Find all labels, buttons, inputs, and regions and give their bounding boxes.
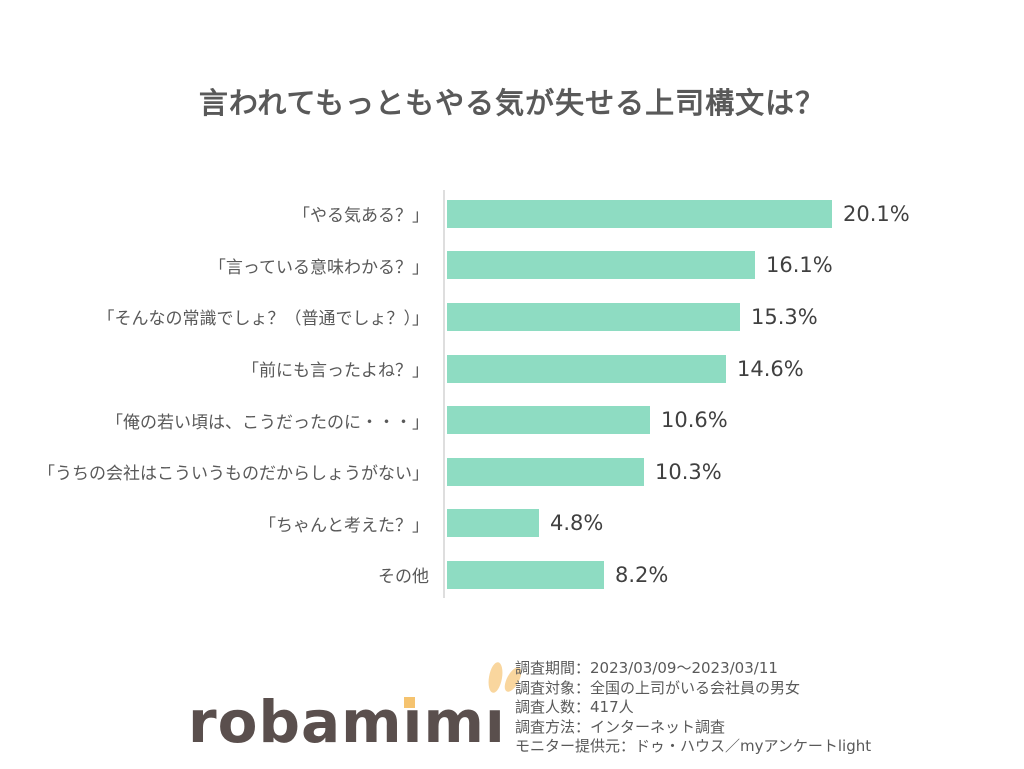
bar-row: 「俺の若い頃は、こうだったのに・・・」 10.6% [0, 394, 1024, 446]
survey-count: 調査人数：417人 [515, 698, 634, 717]
logo-orange-dot-icon [403, 697, 415, 708]
logo-letter-i-ears: ı [485, 661, 525, 758]
bar-value-label: 14.6% [737, 356, 804, 381]
bar-value-label: 4.8% [550, 511, 604, 536]
bar-category-label: 「前にも言ったよね？」 [242, 361, 429, 382]
bar-chart: 「やる気ある？」 20.1% 「言っている意味わかる？」 16.1% 「そんなの常識でし… [0, 188, 1024, 601]
bar-row: 「ちゃんと考えた？」 4.8% [0, 498, 1024, 550]
bar-row: 「そんなの常識でしょ？（普通でしょ？）」 15.3% [0, 291, 1024, 343]
survey-monitor: モニター提供元：ドゥ・ハウス／myアンケートlight [515, 737, 872, 756]
bar [447, 354, 726, 383]
bar [447, 509, 539, 538]
bar-row: 「うちの会社はこういうものだからしょうがない」 10.3% [0, 446, 1024, 498]
bar [447, 560, 604, 589]
bar-category-label: 「ちゃんと考えた？」 [259, 515, 429, 536]
bar-row: 「言っている意味わかる？」 16.1% [0, 240, 1024, 292]
logo-text: robam [188, 688, 403, 756]
bar [447, 199, 832, 228]
logo-text: m [423, 688, 485, 756]
bar-value-label: 10.3% [655, 459, 722, 484]
survey-period: 調査期間：2023/03/09～2023/03/11 [515, 659, 778, 677]
y-axis-line [443, 190, 445, 598]
logo-letter-i-accent: ı [402, 688, 424, 756]
bar-value-label: 20.1% [843, 201, 910, 226]
bar-value-label: 15.3% [751, 304, 818, 329]
bar [447, 251, 755, 280]
chart-title: 言われてもっともやる気が失せる上司構文は？ [198, 86, 826, 120]
survey-method: 調査方法：インターネット調査 [515, 717, 726, 736]
bar-row: その他 8.2% [0, 549, 1024, 601]
bar-row: 「やる気ある？」 20.1% [0, 188, 1024, 240]
bar-category-label: その他 [378, 567, 429, 588]
bar-row: 「前にも言ったよね？」 14.6% [0, 343, 1024, 395]
bar-category-label: 「そんなの常識でしょ？（普通でしょ？）」 [97, 309, 430, 330]
bar [447, 302, 740, 331]
robamimi-logo: robamı mı [188, 661, 525, 758]
bar [447, 406, 650, 435]
bar-value-label: 16.1% [766, 253, 833, 278]
bar-value-label: 10.6% [661, 408, 728, 433]
bar-category-label: 「言っている意味わかる？」 [208, 257, 429, 278]
survey-target: 調査対象：全国の上司がいる会社員の男女 [515, 678, 801, 697]
survey-info: 調査期間：2023/03/09～2023/03/11 調査対象：全国の上司がいる… [515, 659, 871, 757]
bar-category-label: 「俺の若い頃は、こうだったのに・・・」 [106, 412, 429, 433]
bar [447, 457, 644, 486]
bar-category-label: 「やる気ある？」 [293, 206, 429, 227]
bar-value-label: 8.2% [615, 562, 669, 587]
bar-category-label: 「うちの会社はこういうものだからしょうがない」 [38, 464, 429, 485]
